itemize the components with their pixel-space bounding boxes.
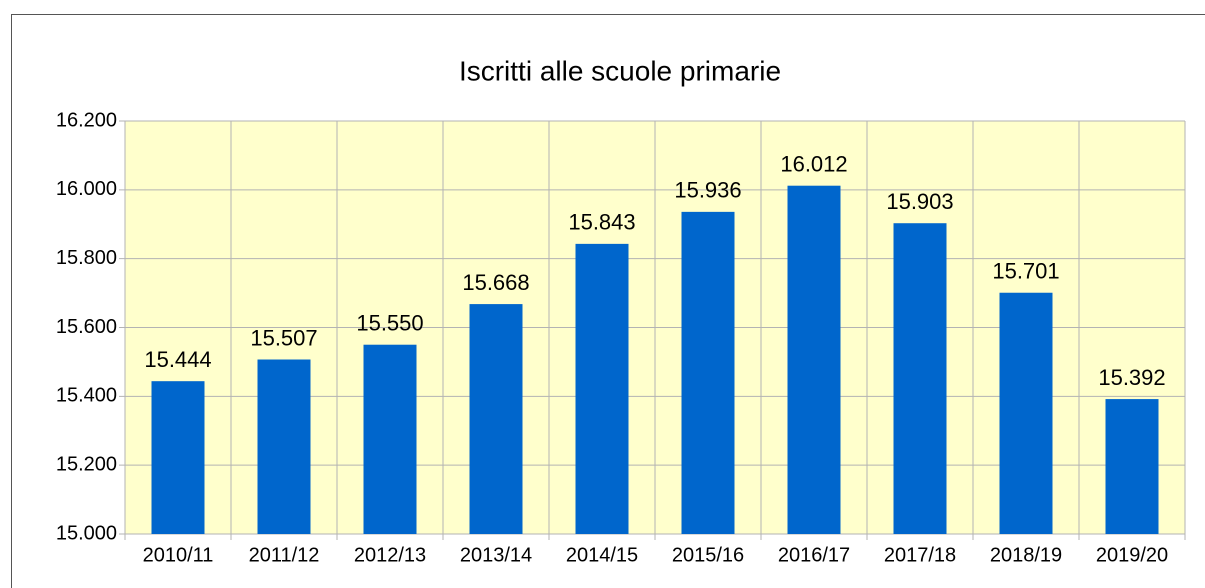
value-label: 15.936 [674, 178, 741, 203]
bar [257, 359, 311, 534]
y-tick-label: 16.000 [56, 178, 117, 200]
value-label: 15.507 [250, 325, 317, 350]
x-tick-label: 2015/16 [672, 544, 744, 566]
chart-title: Iscritti alle scuole primarie [459, 55, 781, 86]
y-tick-label: 15.600 [56, 316, 117, 338]
x-tick-label: 2019/20 [1096, 544, 1168, 566]
value-label: 15.668 [462, 270, 529, 295]
value-label: 15.550 [356, 311, 423, 336]
y-tick-label: 16.200 [56, 109, 117, 131]
value-label: 15.444 [144, 347, 211, 372]
bar [469, 304, 523, 534]
y-tick-label: 15.400 [56, 385, 117, 407]
x-tick-label: 2010/11 [143, 544, 214, 566]
y-tick-label: 15.200 [56, 453, 117, 475]
y-tick-label: 15.800 [56, 247, 117, 269]
bar [363, 344, 417, 534]
x-tick-label: 2014/15 [566, 544, 638, 566]
bar [787, 185, 841, 534]
value-label: 16.012 [780, 152, 847, 177]
x-tick-label: 2017/18 [884, 544, 956, 566]
x-tick-label: 2011/12 [249, 544, 320, 566]
value-label: 15.843 [568, 210, 635, 235]
x-tick-label: 2013/14 [460, 544, 532, 566]
x-tick-label: 2016/17 [778, 544, 850, 566]
bar [1105, 399, 1159, 534]
bar [893, 223, 947, 534]
bar [999, 292, 1053, 534]
x-tick-label: 2018/19 [990, 544, 1062, 566]
y-tick-label: 15.000 [56, 522, 117, 544]
value-label: 15.392 [1098, 365, 1165, 390]
bar [151, 381, 205, 534]
value-label: 15.701 [992, 259, 1059, 284]
x-tick-label: 2012/13 [354, 544, 426, 566]
bar [575, 243, 629, 534]
value-label: 15.903 [886, 189, 953, 214]
bar [681, 211, 735, 535]
